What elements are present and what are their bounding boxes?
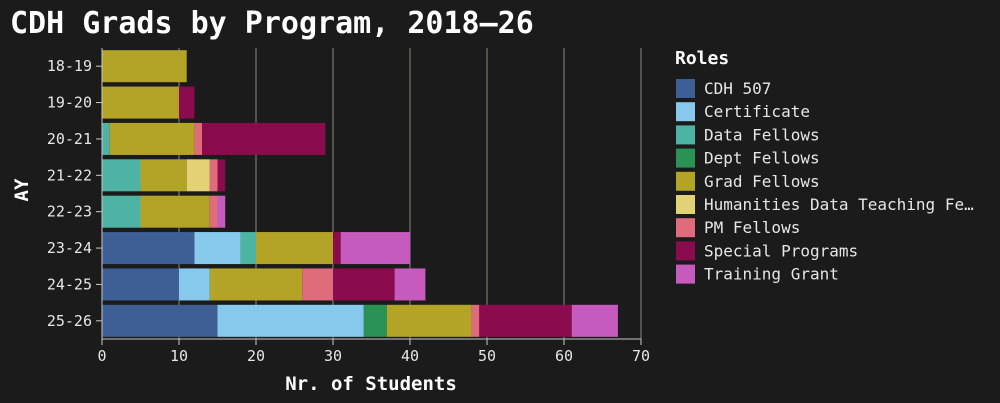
bar-segment bbox=[217, 304, 364, 337]
bar-segment bbox=[386, 304, 472, 337]
y-axis-title: AY bbox=[11, 178, 33, 201]
x-tick-label: 60 bbox=[555, 347, 573, 365]
bar-segment bbox=[471, 304, 480, 337]
legend-label: Grad Fellows bbox=[704, 172, 820, 191]
y-tick-label: 23-24 bbox=[47, 239, 92, 257]
y-tick-label: 18-19 bbox=[47, 57, 92, 75]
bar-segment bbox=[333, 232, 341, 265]
bar-segment bbox=[394, 268, 426, 301]
bar-segment bbox=[209, 268, 303, 301]
bar-segment bbox=[194, 232, 241, 265]
bar-segment bbox=[140, 195, 210, 228]
bar-segment bbox=[209, 195, 218, 228]
bar-segment bbox=[194, 122, 203, 155]
legend-label: PM Fellows bbox=[704, 218, 800, 237]
bar-segment bbox=[102, 159, 141, 192]
y-tick-label: 24-25 bbox=[47, 275, 92, 293]
bar-segment bbox=[102, 50, 187, 83]
legend-swatch bbox=[676, 241, 695, 261]
legend: CDH 507 Certificate Data Fellows Dept Fello… bbox=[676, 79, 974, 284]
legend-label: Training Grant bbox=[704, 265, 839, 284]
legend-swatch bbox=[676, 148, 695, 168]
bar-segment bbox=[102, 268, 179, 301]
bar-segment bbox=[217, 195, 226, 228]
legend-swatch bbox=[676, 125, 695, 145]
y-tick-label: 20-21 bbox=[47, 130, 92, 148]
bar-segment bbox=[109, 122, 195, 155]
legend-swatch bbox=[676, 79, 695, 98]
bar-segment bbox=[140, 159, 187, 192]
y-tick-label: 25-26 bbox=[47, 312, 92, 330]
bar-segment bbox=[102, 122, 110, 155]
bar-segment bbox=[186, 159, 210, 192]
x-tick-label: 70 bbox=[632, 347, 650, 365]
bar-segment bbox=[571, 304, 618, 337]
legend-label: Humanities Data Teaching Fe… bbox=[704, 195, 974, 214]
bar-segment bbox=[256, 232, 333, 265]
legend-swatch bbox=[676, 218, 695, 238]
bar-segment bbox=[240, 232, 256, 265]
bar-segment bbox=[202, 122, 326, 155]
legend-swatch bbox=[676, 171, 695, 191]
bar-segment bbox=[102, 86, 179, 119]
x-tick-label: 40 bbox=[401, 347, 419, 365]
x-tick-label: 50 bbox=[478, 347, 496, 365]
chart-title: CDH Grads by Program, 2018–26 bbox=[10, 6, 534, 41]
legend-label: Certificate bbox=[704, 102, 810, 121]
legend-swatch bbox=[676, 195, 695, 214]
bar-segment bbox=[209, 159, 218, 192]
bars bbox=[102, 50, 618, 337]
y-tick-label: 21-22 bbox=[47, 166, 92, 184]
legend-label: CDH 507 bbox=[704, 79, 771, 98]
legend-swatch bbox=[676, 264, 695, 284]
legend-label: Data Fellows bbox=[704, 125, 820, 144]
x-axis-title: Nr. of Students bbox=[285, 373, 457, 395]
x-tick-label: 20 bbox=[247, 347, 265, 365]
bar-segment bbox=[333, 268, 395, 301]
bar-segment bbox=[102, 232, 195, 265]
bar-segment bbox=[102, 304, 218, 337]
legend-title: Roles bbox=[675, 48, 729, 69]
axes: 0 10 20 30 40 50 60 70 18-19 19-20 20-21 21-22 22-23… bbox=[47, 48, 650, 365]
legend-label: Dept Fellows bbox=[704, 149, 820, 168]
bar-segment bbox=[340, 232, 410, 265]
legend-label: Special Programs bbox=[704, 241, 858, 260]
y-tick-label: 22-23 bbox=[47, 203, 92, 221]
bar-segment bbox=[302, 268, 333, 301]
legend-swatch bbox=[676, 102, 695, 122]
bar-segment bbox=[363, 304, 387, 337]
bar-segment bbox=[179, 86, 195, 119]
x-tick-label: 0 bbox=[97, 347, 106, 365]
bar-segment bbox=[179, 268, 210, 301]
bar-segment bbox=[217, 159, 226, 192]
x-tick-label: 10 bbox=[170, 347, 188, 365]
bar-segment bbox=[102, 195, 141, 228]
x-tick-label: 30 bbox=[324, 347, 342, 365]
y-tick-label: 19-20 bbox=[47, 94, 92, 112]
bar-segment bbox=[479, 304, 572, 337]
